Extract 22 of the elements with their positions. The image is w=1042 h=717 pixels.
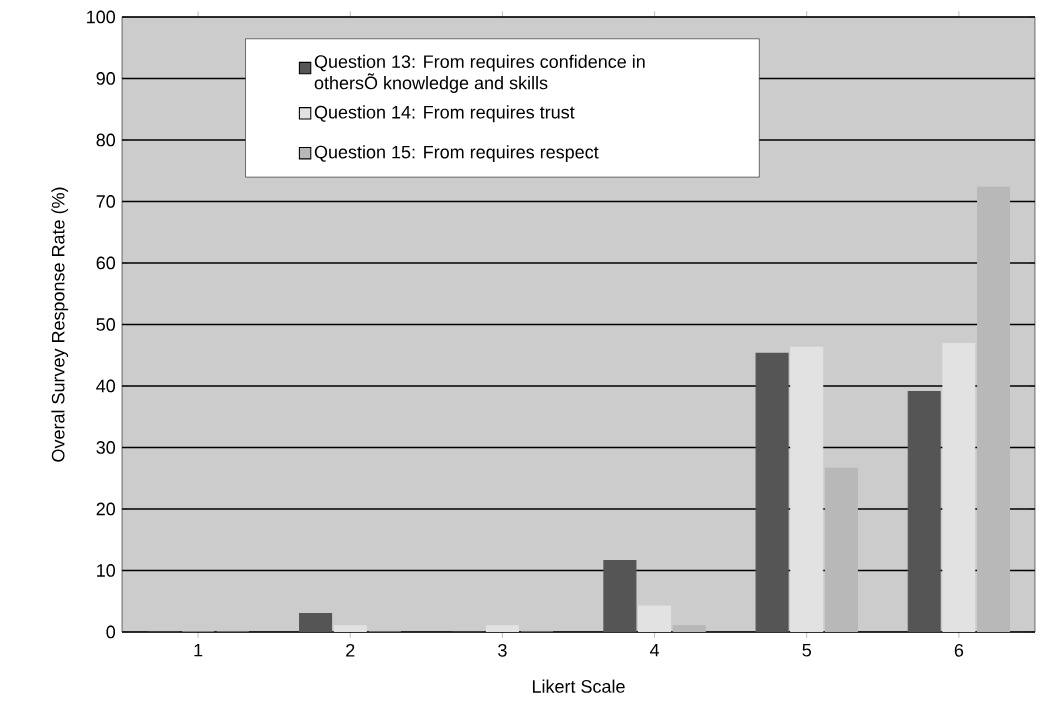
y-tick-label: 10 [97,564,116,577]
y-tick-label: 40 [96,379,116,393]
y-tick-label: 100 [87,10,116,24]
x-tick-label: 1 [194,643,203,657]
y-tick-label: 90 [96,72,116,85]
x-tick-label: 5 [802,643,811,657]
legend-label: Question 15: From requires respect [314,145,599,163]
y-tick-label: 50 [96,318,116,331]
y-tick-label: 20 [96,502,116,516]
legend-label: Question 13: From requires confidence in othersÕ knowledge and skills [314,54,645,93]
x-tick-label: 2 [346,643,355,657]
y-axis-title: Overal Survey Response Rate (%) [51,187,69,462]
y-tick-label: 30 [96,441,116,454]
y-tick-label: 60 [96,256,116,270]
x-tick-label: 3 [498,643,507,657]
x-tick-label: 4 [649,643,660,657]
legend-label: Question 14: From requires trust [314,105,575,123]
x-tick-label: 6 [954,643,964,657]
y-tick-label: 0 [106,625,116,639]
y-tick-label: 70 [96,195,116,208]
y-tick-label: 80 [96,133,116,147]
x-axis-title: Likert Scale [532,679,625,693]
